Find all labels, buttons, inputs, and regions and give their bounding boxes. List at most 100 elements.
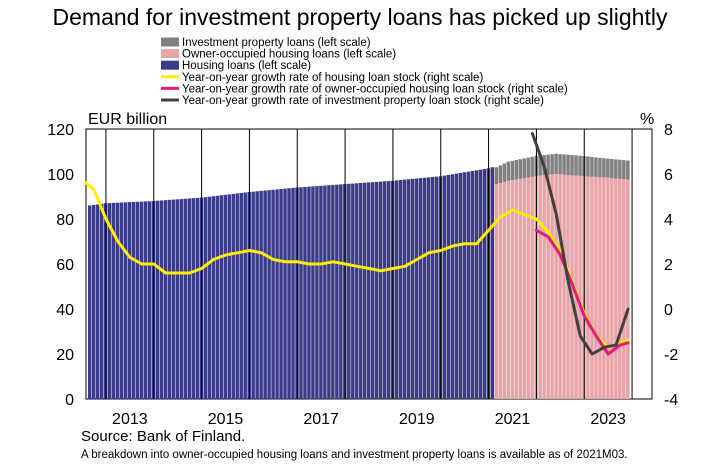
bar-housing-loans <box>374 181 379 399</box>
bar-investment-property <box>566 154 570 175</box>
bar-investment-property <box>498 165 503 183</box>
series-line-owner-occupied-growth <box>534 228 630 356</box>
bar-owner-occupied <box>530 176 534 399</box>
bar-owner-occupied <box>598 177 602 399</box>
bar-owner-occupied <box>518 178 522 399</box>
bar-housing-loans <box>115 202 120 399</box>
chart-title: Demand for investment property loans has… <box>52 4 668 30</box>
legend-label: Year-on-year growth rate of housing loan… <box>182 72 483 84</box>
axes-layer: 0 20 40 60 80 100 120 -4 -2 0 2 4 6 8 2013 2015 2017 2019… <box>47 111 678 428</box>
bar-investment-property <box>626 160 630 180</box>
series-line-housing-growth <box>84 181 630 349</box>
bar-housing-loans <box>307 186 311 399</box>
bar-investment-property <box>522 158 526 179</box>
bar-investment-property <box>570 155 574 176</box>
bar-housing-loans <box>327 185 331 399</box>
y-left-tick-label: 40 <box>56 302 74 319</box>
y-right-tick-label: -4 <box>664 392 678 409</box>
bar-housing-loans <box>195 197 200 399</box>
bar-investment-property <box>554 153 558 174</box>
bar-housing-loans <box>470 171 475 399</box>
bar-housing-loans <box>378 181 383 399</box>
bar-housing-loans <box>291 187 295 399</box>
bar-housing-loans <box>215 195 220 399</box>
bar-investment-property <box>610 159 614 179</box>
bar-housing-loans <box>426 177 431 399</box>
bar-housing-loans <box>370 182 375 399</box>
bar-housing-loans <box>466 171 471 399</box>
bar-housing-loans <box>490 167 495 399</box>
bar-investment-property <box>506 161 510 181</box>
bar-owner-occupied <box>554 174 558 399</box>
y-right-tick-label: 8 <box>664 122 673 139</box>
bar-owner-occupied <box>590 176 594 399</box>
bar-owner-occupied <box>586 176 590 399</box>
bar-owner-occupied <box>514 179 518 399</box>
bar-housing-loans <box>406 179 411 399</box>
bar-housing-loans <box>331 184 335 399</box>
bar-housing-loans <box>319 185 323 399</box>
bar-housing-loans <box>187 198 192 399</box>
bar-owner-occupied <box>546 174 550 399</box>
bar-investment-property <box>586 156 590 177</box>
bar-housing-loans <box>398 180 403 399</box>
legend-label: Year-on-year growth rate of owner-occupi… <box>182 83 568 95</box>
bar-housing-loans <box>267 190 271 399</box>
bar-housing-loans <box>422 177 427 399</box>
bar-owner-occupied <box>626 179 630 399</box>
y-right-tick-label: 2 <box>664 257 673 274</box>
bar-housing-loans <box>275 189 279 399</box>
bar-investment-property <box>614 159 618 179</box>
y-left-unit-label: EUR billion <box>88 111 167 128</box>
y-left-tick-label: 100 <box>47 167 74 184</box>
series-line-investment-property-growth <box>530 132 630 356</box>
bar-owner-occupied <box>622 179 626 399</box>
bar-housing-loans <box>462 172 467 399</box>
bar-housing-loans <box>171 199 176 399</box>
bar-owner-occupied <box>610 178 614 399</box>
source-note: Source: Bank of Finland. <box>81 428 246 445</box>
bar-investment-property <box>502 163 507 182</box>
bar-housing-loans <box>127 202 132 399</box>
bar-housing-loans <box>418 178 423 399</box>
y-right-unit-label: % <box>640 111 654 128</box>
bars-layer <box>87 153 630 399</box>
bar-housing-loans <box>255 191 259 399</box>
bar-owner-occupied <box>606 177 610 399</box>
y-right-tick-label: 6 <box>664 167 673 184</box>
bar-investment-property <box>602 158 606 178</box>
bar-housing-loans <box>355 183 359 399</box>
bar-housing-loans <box>311 186 315 399</box>
bar-housing-loans <box>367 182 371 399</box>
bar-housing-loans <box>287 188 291 399</box>
bar-housing-loans <box>303 186 307 399</box>
bar-owner-occupied <box>494 184 499 399</box>
bar-owner-occupied <box>614 178 618 399</box>
bar-housing-loans <box>91 204 96 399</box>
bar-owner-occupied <box>510 180 514 399</box>
bar-housing-loans <box>183 198 188 399</box>
bar-housing-loans <box>227 194 231 399</box>
bar-housing-loans <box>163 200 168 399</box>
legend-label: Housing loans (left scale) <box>182 60 311 72</box>
lines-layer <box>84 132 630 356</box>
legend-label: Year-on-year growth rate of investment p… <box>182 95 544 107</box>
bar-investment-property <box>530 156 534 177</box>
bar-housing-loans <box>478 169 483 399</box>
bar-housing-loans <box>191 198 196 399</box>
y-right-tick-label: -2 <box>664 347 678 364</box>
bar-owner-occupied <box>538 175 542 399</box>
y-left-tick-label: 20 <box>56 347 74 364</box>
bar-housing-loans <box>159 200 164 399</box>
bar-housing-loans <box>251 191 255 399</box>
bar-investment-property <box>594 157 598 177</box>
bar-housing-loans <box>279 189 283 399</box>
bar-housing-loans <box>335 184 339 399</box>
bar-housing-loans <box>135 201 140 399</box>
bar-investment-property <box>526 157 530 178</box>
bar-housing-loans <box>351 183 355 399</box>
bar-owner-occupied <box>506 180 510 399</box>
bar-investment-property <box>550 154 554 175</box>
x-tick-label: 2019 <box>399 411 435 428</box>
bar-housing-loans <box>231 193 235 399</box>
